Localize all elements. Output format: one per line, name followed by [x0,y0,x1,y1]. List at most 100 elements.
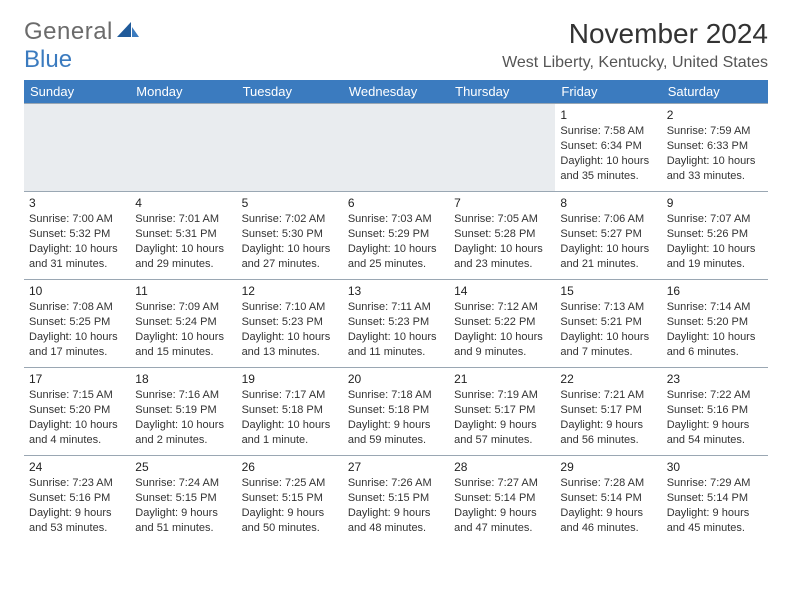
daylight-text-2: and 15 minutes. [135,345,231,360]
sunset-text: Sunset: 5:23 PM [242,315,338,330]
sunrise-text: Sunrise: 7:12 AM [454,300,550,315]
daylight-text-1: Daylight: 10 hours [454,330,550,345]
sunset-text: Sunset: 5:29 PM [348,227,444,242]
logo-text-2: Blue [24,46,72,74]
day-number: 15 [560,283,656,299]
title-block: November 2024 West Liberty, Kentucky, Un… [502,18,768,72]
sunrise-text: Sunrise: 7:27 AM [454,476,550,491]
daylight-text-2: and 13 minutes. [242,345,338,360]
day-number: 9 [667,195,763,211]
sunset-text: Sunset: 5:32 PM [29,227,125,242]
daylight-text-1: Daylight: 10 hours [560,154,656,169]
day-number: 23 [667,371,763,387]
weekday-header: Thursday [449,80,555,104]
calendar-day-cell: 9Sunrise: 7:07 AMSunset: 5:26 PMDaylight… [662,192,768,280]
calendar-day-cell: 1Sunrise: 7:58 AMSunset: 6:34 PMDaylight… [555,104,661,192]
daylight-text-2: and 23 minutes. [454,257,550,272]
logo-sail-icon [117,18,139,46]
logo: General [24,18,139,46]
calendar-day-cell: 15Sunrise: 7:13 AMSunset: 5:21 PMDayligh… [555,280,661,368]
daylight-text-2: and 57 minutes. [454,433,550,448]
calendar-day-cell: 12Sunrise: 7:10 AMSunset: 5:23 PMDayligh… [237,280,343,368]
weekday-header: Sunday [24,80,130,104]
daylight-text-1: Daylight: 10 hours [29,330,125,345]
daylight-text-2: and 46 minutes. [560,521,656,536]
weekday-header: Tuesday [237,80,343,104]
day-number: 26 [242,459,338,475]
weekday-header: Monday [130,80,236,104]
daylight-text-1: Daylight: 9 hours [667,506,763,521]
sunrise-text: Sunrise: 7:22 AM [667,388,763,403]
daylight-text-2: and 4 minutes. [29,433,125,448]
sunrise-text: Sunrise: 7:02 AM [242,212,338,227]
day-number: 21 [454,371,550,387]
sunrise-text: Sunrise: 7:11 AM [348,300,444,315]
sunrise-text: Sunrise: 7:13 AM [560,300,656,315]
day-number: 22 [560,371,656,387]
day-number: 20 [348,371,444,387]
sunset-text: Sunset: 5:15 PM [242,491,338,506]
daylight-text-1: Daylight: 10 hours [667,154,763,169]
sunrise-text: Sunrise: 7:07 AM [667,212,763,227]
calendar-day-cell: 25Sunrise: 7:24 AMSunset: 5:15 PMDayligh… [130,456,236,544]
calendar-day-cell: 21Sunrise: 7:19 AMSunset: 5:17 PMDayligh… [449,368,555,456]
sunset-text: Sunset: 5:20 PM [667,315,763,330]
daylight-text-2: and 17 minutes. [29,345,125,360]
sunset-text: Sunset: 5:16 PM [29,491,125,506]
calendar-day-cell: 18Sunrise: 7:16 AMSunset: 5:19 PMDayligh… [130,368,236,456]
daylight-text-2: and 27 minutes. [242,257,338,272]
sunrise-text: Sunrise: 7:14 AM [667,300,763,315]
sunrise-text: Sunrise: 7:03 AM [348,212,444,227]
sunset-text: Sunset: 5:31 PM [135,227,231,242]
calendar-day-cell: 24Sunrise: 7:23 AMSunset: 5:16 PMDayligh… [24,456,130,544]
day-number: 11 [135,283,231,299]
daylight-text-2: and 51 minutes. [135,521,231,536]
sunset-text: Sunset: 5:14 PM [667,491,763,506]
daylight-text-2: and 53 minutes. [29,521,125,536]
sunset-text: Sunset: 5:20 PM [29,403,125,418]
sunrise-text: Sunrise: 7:18 AM [348,388,444,403]
daylight-text-1: Daylight: 10 hours [29,418,125,433]
sunset-text: Sunset: 5:22 PM [454,315,550,330]
daylight-text-1: Daylight: 9 hours [348,418,444,433]
calendar-day-cell: 3Sunrise: 7:00 AMSunset: 5:32 PMDaylight… [24,192,130,280]
sunset-text: Sunset: 5:27 PM [560,227,656,242]
sunset-text: Sunset: 5:21 PM [560,315,656,330]
calendar-table: Sunday Monday Tuesday Wednesday Thursday… [24,80,768,544]
daylight-text-2: and 19 minutes. [667,257,763,272]
daylight-text-2: and 2 minutes. [135,433,231,448]
calendar-week-row: .....1Sunrise: 7:58 AMSunset: 6:34 PMDay… [24,104,768,192]
sunset-text: Sunset: 5:28 PM [454,227,550,242]
calendar-week-row: 24Sunrise: 7:23 AMSunset: 5:16 PMDayligh… [24,456,768,544]
calendar-day-cell: 30Sunrise: 7:29 AMSunset: 5:14 PMDayligh… [662,456,768,544]
sunset-text: Sunset: 5:18 PM [348,403,444,418]
calendar-day-cell: . [343,104,449,192]
day-number: 4 [135,195,231,211]
day-number: 25 [135,459,231,475]
sunrise-text: Sunrise: 7:23 AM [29,476,125,491]
daylight-text-1: Daylight: 9 hours [29,506,125,521]
daylight-text-2: and 35 minutes. [560,169,656,184]
calendar-day-cell: 29Sunrise: 7:28 AMSunset: 5:14 PMDayligh… [555,456,661,544]
sunset-text: Sunset: 5:16 PM [667,403,763,418]
daylight-text-2: and 33 minutes. [667,169,763,184]
daylight-text-1: Daylight: 9 hours [667,418,763,433]
daylight-text-1: Daylight: 10 hours [135,418,231,433]
daylight-text-2: and 48 minutes. [348,521,444,536]
day-number: 10 [29,283,125,299]
daylight-text-2: and 59 minutes. [348,433,444,448]
calendar-week-row: 3Sunrise: 7:00 AMSunset: 5:32 PMDaylight… [24,192,768,280]
daylight-text-2: and 21 minutes. [560,257,656,272]
daylight-text-1: Daylight: 10 hours [560,330,656,345]
daylight-text-2: and 31 minutes. [29,257,125,272]
sunset-text: Sunset: 5:17 PM [560,403,656,418]
day-number: 27 [348,459,444,475]
day-number: 14 [454,283,550,299]
daylight-text-1: Daylight: 10 hours [135,242,231,257]
sunset-text: Sunset: 5:30 PM [242,227,338,242]
daylight-text-2: and 1 minute. [242,433,338,448]
calendar-day-cell: 19Sunrise: 7:17 AMSunset: 5:18 PMDayligh… [237,368,343,456]
sunrise-text: Sunrise: 7:24 AM [135,476,231,491]
sunrise-text: Sunrise: 7:17 AM [242,388,338,403]
day-number: 1 [560,107,656,123]
